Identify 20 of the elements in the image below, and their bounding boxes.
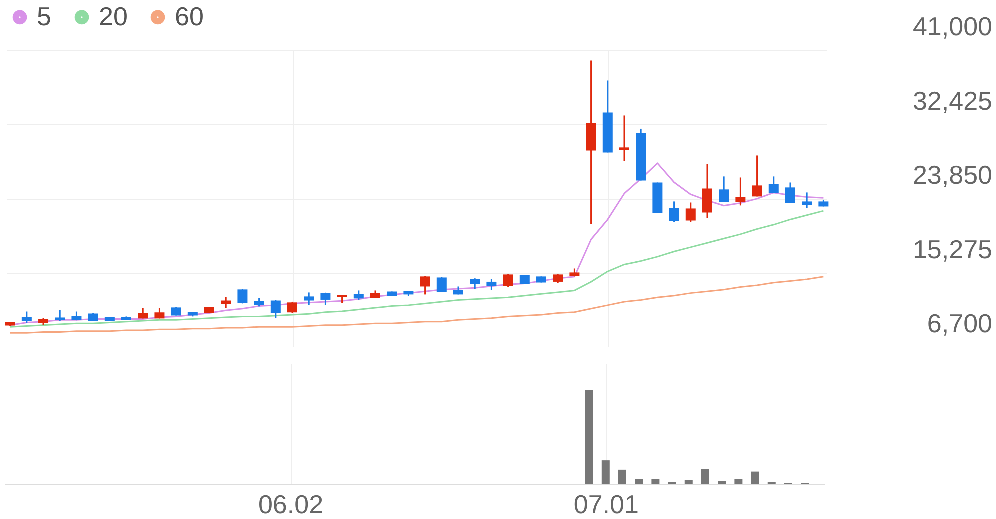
bar xyxy=(718,481,726,484)
bar xyxy=(734,479,743,484)
x-tick-label: 06.02 xyxy=(258,490,324,519)
bar xyxy=(652,479,660,484)
y-tick-label: 15,275 xyxy=(912,234,992,264)
y-tick-label: 6,700 xyxy=(927,308,992,338)
bar xyxy=(751,472,760,484)
y-tick-label: 41,000 xyxy=(912,12,992,42)
legend-label: 60 xyxy=(175,1,204,32)
legend-label: 20 xyxy=(99,1,128,32)
x-tick-label: 07.01 xyxy=(574,490,639,519)
legend-label: 5 xyxy=(37,1,52,32)
bar xyxy=(684,480,693,484)
y-tick-label: 23,850 xyxy=(912,160,992,190)
bar xyxy=(701,469,710,484)
y-tick-label: 32,425 xyxy=(912,86,992,116)
bar xyxy=(602,460,610,484)
bar xyxy=(635,479,644,484)
bar xyxy=(585,390,594,484)
bar xyxy=(618,470,626,484)
